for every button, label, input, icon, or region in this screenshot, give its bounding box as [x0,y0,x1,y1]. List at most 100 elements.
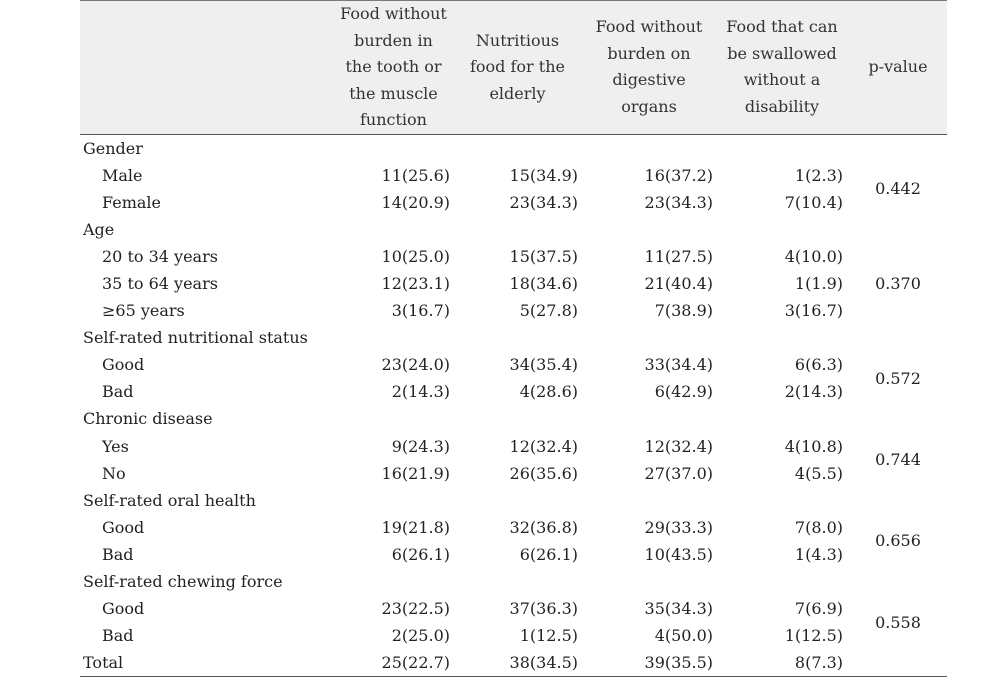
row-label: Female [102,192,161,212]
row-label: Good [102,599,145,619]
empty-cell [452,324,583,351]
row-label: Bad [102,544,134,564]
value-cell: 23(34.3) [509,192,578,212]
row-label: 35 to 64 years [102,274,218,294]
value-cell: 21(40.4) [644,274,713,294]
header-p-value: p-value [849,0,947,135]
empty-cell [335,568,452,595]
value-cell: 23(34.3) [644,192,713,212]
row-label: Good [102,517,145,537]
value-cell: 4(10.0) [784,246,843,266]
group-label: Chronic disease [83,409,213,429]
group-label: Self-rated nutritional status [83,328,308,348]
empty-cell [452,487,583,514]
value-cell: 11(25.6) [381,165,450,185]
group-row: Self-rated oral health [80,487,947,514]
empty-cell [335,134,452,162]
row-label: Good [102,355,145,375]
empty-cell [583,405,715,432]
row-label: Yes [102,436,129,456]
value-cell: 11(27.5) [644,246,713,266]
value-cell: 7(6.9) [794,599,843,619]
value-cell: 6(26.1) [519,544,578,564]
value-cell: 26(35.6) [509,463,578,483]
group-label: Age [83,219,115,239]
row-label: ≥65 years [102,301,185,321]
p-value-cell: 0.656 [875,531,921,551]
value-cell: 10(25.0) [381,246,450,266]
value-cell: 33(34.4) [644,355,713,375]
value-cell: 34(35.4) [509,355,578,375]
value-cell: 1(12.5) [784,626,843,646]
table-body: Gender Male 11(25.6) 15(34.9) 16(37.2) 1(2.3)… [80,134,947,677]
empty-cell [583,568,715,595]
empty-cell [715,324,849,351]
header-tooth-muscle: Food without burden in the tooth or the … [335,0,452,135]
value-cell: 3(16.7) [391,301,450,321]
value-cell: 4(28.6) [519,382,578,402]
value-cell: 1(1.9) [794,274,843,294]
value-cell: 15(34.9) [509,165,578,185]
value-cell: 4(50.0) [654,626,713,646]
header-blank [80,0,335,135]
value-cell: 4(5.5) [794,463,843,483]
p-value-cell: 0.442 [875,179,921,199]
table-row: 20 to 34 years 10(25.0) 15(37.5) 11(27.5) 4(… [80,243,947,293]
value-cell: 2(14.3) [391,382,450,402]
empty-cell [849,568,947,595]
empty-cell [849,487,947,514]
empty-cell [715,487,849,514]
empty-cell [849,405,947,432]
empty-cell [452,405,583,432]
value-cell: 16(21.9) [381,463,450,483]
table-row: Bad 2(14.3) 4(28.6) 6(42.9) 2(14.3) [80,378,947,405]
value-cell: 18(34.6) [509,274,578,294]
group-row: Chronic disease [80,405,947,432]
value-cell: 9(24.3) [391,436,450,456]
p-value-cell: 0.744 [875,450,921,470]
table-row: Yes 9(24.3) 12(32.4) 12(32.4) 4(10.8) 0.744 [80,433,947,470]
empty-cell [452,134,583,162]
empty-cell [715,568,849,595]
header-row: Food without burden in the tooth or the … [80,0,947,135]
header-digestive: Food without burden on digestive organs [583,0,715,135]
group-label: Self-rated chewing force [83,572,283,592]
empty-cell [335,216,452,243]
header-swallowed: Food that can be swallowed without a dis… [715,0,849,135]
value-cell: 7(10.4) [784,192,843,212]
empty-cell [335,324,452,351]
value-cell: 14(20.9) [381,192,450,212]
data-table: Food without burden in the tooth or the … [80,0,947,677]
table-row: Bad 6(26.1) 6(26.1) 10(43.5) 1(4.3) [80,541,947,568]
table-row: Good 23(22.5) 37(36.3) 35(34.3) 7(6.9) 0.558 [80,595,947,632]
total-row: Total 25(22.7) 38(34.5) 39(35.5) 8(7.3) [80,649,947,677]
p-value-cell: 0.370 [875,274,921,294]
empty-cell [583,324,715,351]
value-cell: 4(10.8) [784,436,843,456]
value-cell: 10(43.5) [644,544,713,564]
value-cell: 12(32.4) [509,436,578,456]
empty-cell [335,487,452,514]
value-cell: 2(14.3) [784,382,843,402]
header-nutritious: Nutritious food for the elderly [452,0,583,135]
empty-cell [715,405,849,432]
value-cell: 37(36.3) [509,599,578,619]
empty-cell [583,487,715,514]
empty-cell [715,216,849,243]
empty-cell [715,134,849,162]
value-cell: 19(21.8) [381,517,450,537]
empty-cell [583,134,715,162]
value-cell: 16(37.2) [644,165,713,185]
value-cell: 1(4.3) [794,544,843,564]
row-label: Bad [102,626,134,646]
value-cell: 7(38.9) [654,301,713,321]
table-row: Male 11(25.6) 15(34.9) 16(37.2) 1(2.3) 0.442 [80,162,947,199]
table-row: Good 19(21.8) 32(36.8) 29(33.3) 7(8.0) 0.656 [80,514,947,551]
group-row: Gender [80,134,947,162]
empty-cell [849,216,947,243]
table-row: 35 to 64 years 12(23.1) 18(34.6) 21(40.4) 1(… [80,270,947,297]
empty-cell [452,568,583,595]
group-row: Self-rated nutritional status [80,324,947,351]
table-row: Female 14(20.9) 23(34.3) 23(34.3) 7(10.4) [80,189,947,216]
empty-cell [583,216,715,243]
